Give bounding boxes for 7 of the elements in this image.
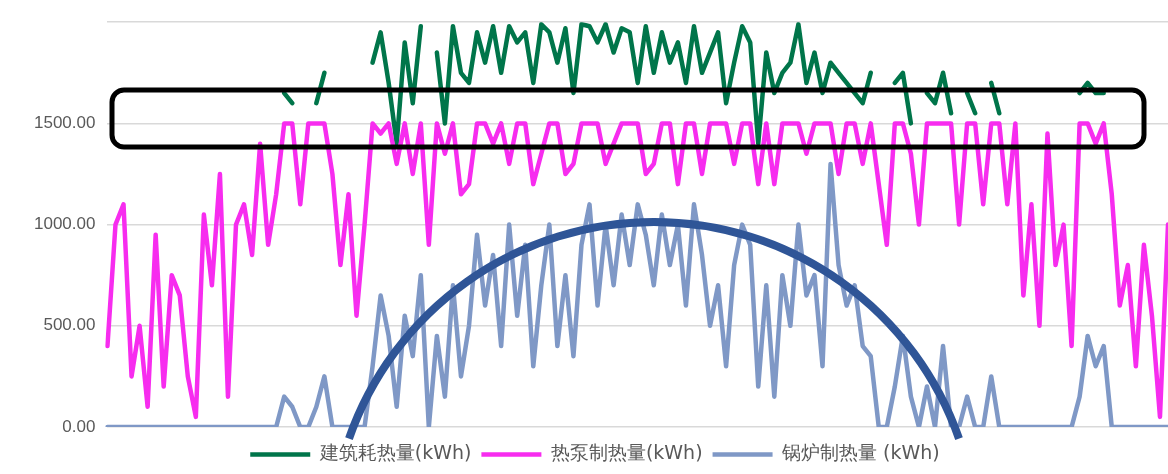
legend-label: 锅炉制热量 (kWh)	[781, 441, 940, 464]
legend-label: 建筑耗热量(kWh)	[318, 441, 472, 464]
legend-label: 热泵制热量(kWh)	[550, 441, 703, 464]
y-tick-label: 1500.00	[34, 113, 96, 133]
y-tick-label: 1000.00	[34, 214, 96, 234]
y-tick-label: 0.00	[62, 416, 96, 436]
y-tick-label: 500.00	[43, 315, 96, 335]
